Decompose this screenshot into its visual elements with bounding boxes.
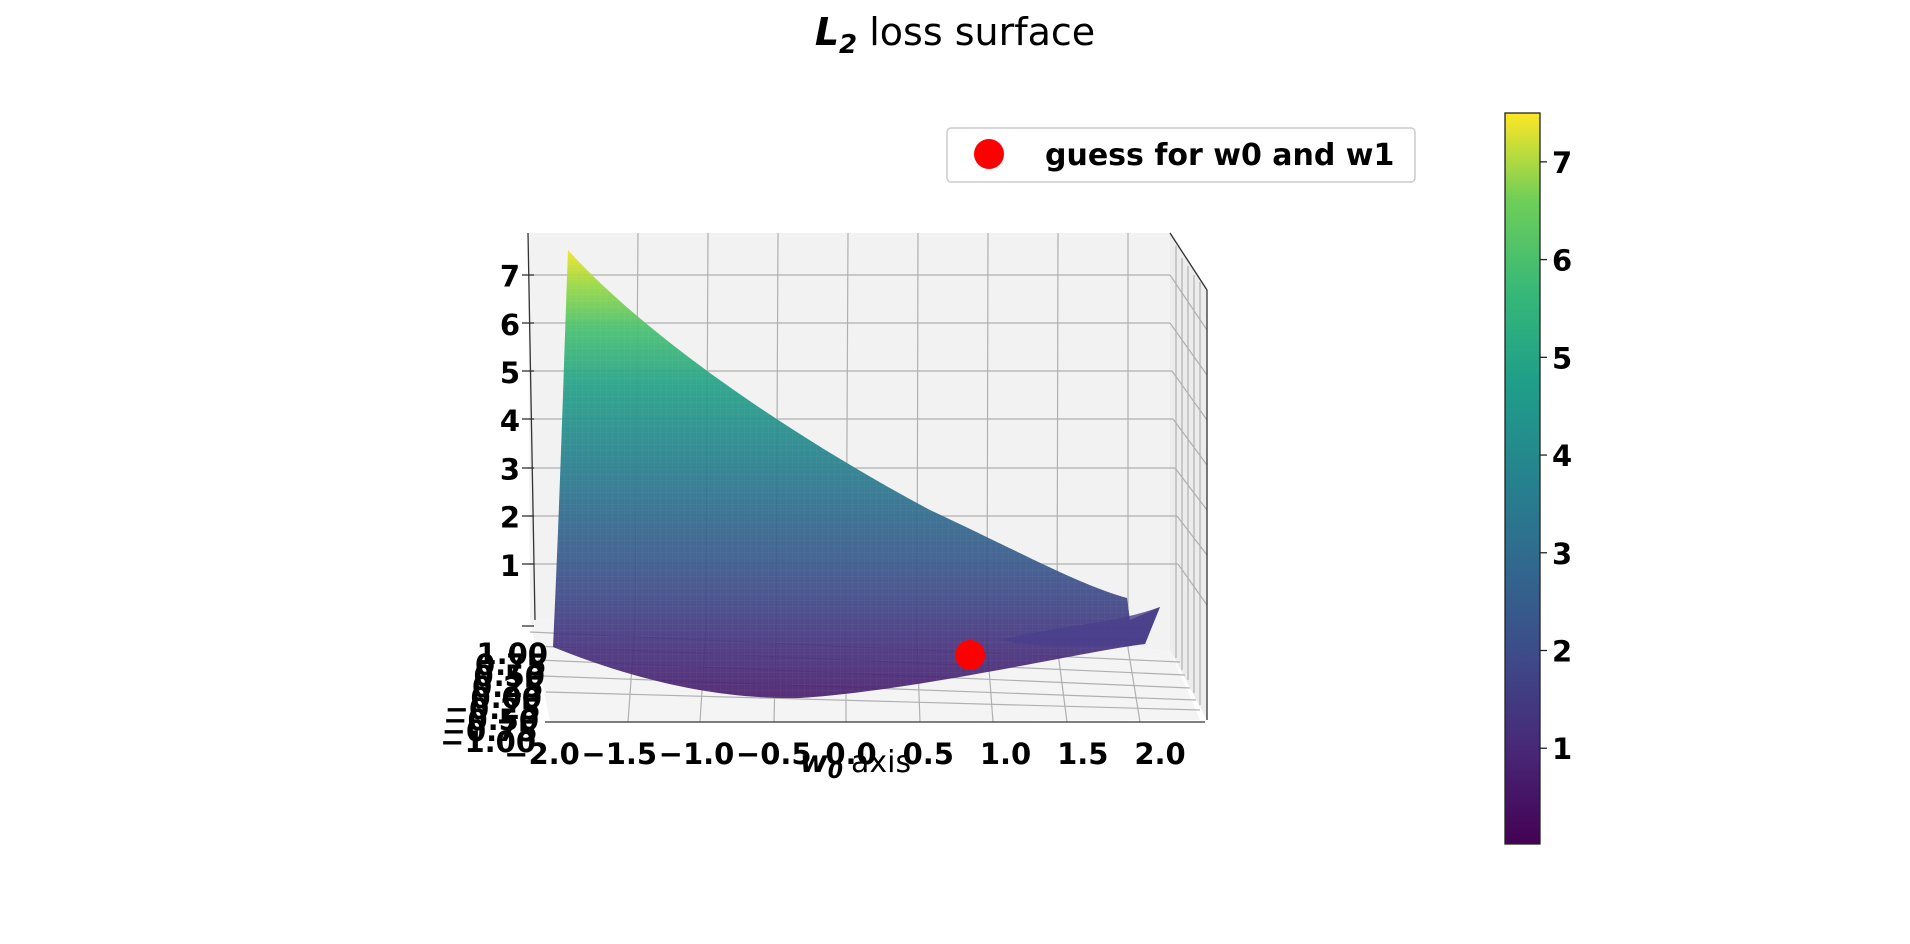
x-tick-label: 0.5 bbox=[903, 737, 954, 771]
x-tick-label: −2.0 bbox=[504, 737, 580, 771]
z-tick-marks bbox=[522, 274, 534, 627]
x-tick-label: 1.0 bbox=[980, 737, 1031, 771]
y-tick-label: −1.00 bbox=[440, 725, 536, 759]
axes-frame bbox=[527, 232, 1208, 723]
y-tick-label: −0.50 bbox=[443, 703, 539, 737]
title-symbol: L bbox=[814, 10, 840, 54]
legend-marker bbox=[974, 139, 1004, 169]
y-tick-label: 0.25 bbox=[472, 670, 544, 704]
colorbar-tick-label: 7 bbox=[1552, 146, 1572, 180]
colorbar-tick-label: 3 bbox=[1552, 537, 1572, 571]
x-tick-label: −1.0 bbox=[659, 737, 735, 771]
x-tick-label: −0.5 bbox=[736, 737, 812, 771]
x-tick-labels: −2.0 −1.5 −1.0 −0.5 0.0 0.5 1.0 1.5 2.0 bbox=[504, 737, 1186, 771]
z-tick-label: 5 bbox=[500, 356, 520, 390]
x-tick-label: 2.0 bbox=[1134, 737, 1185, 771]
colorbar-gradient bbox=[1504, 112, 1541, 845]
surface-fold bbox=[1000, 607, 1160, 647]
y-tick-label: 0.75 bbox=[475, 648, 547, 682]
x-axis-label-text: axis bbox=[851, 745, 911, 780]
x-axis-label-subscript: 0 bbox=[828, 759, 843, 784]
y-tick-labels: −1.00−0.75−0.50−0.250.000.250.500.751.00 bbox=[440, 637, 548, 759]
title-text: loss surface bbox=[869, 10, 1096, 54]
y-tick-label: 0.50 bbox=[473, 659, 545, 693]
colorbar: 1 2 3 4 5 6 7 bbox=[1504, 112, 1572, 845]
legend-box bbox=[946, 127, 1416, 183]
z-tick-label: 3 bbox=[500, 452, 520, 486]
colorbar-tick-label: 2 bbox=[1552, 635, 1572, 669]
x-tick-label: 1.5 bbox=[1057, 737, 1108, 771]
x-axis-label: w0 axis bbox=[800, 745, 911, 784]
title-subscript: 2 bbox=[839, 30, 858, 60]
z-tick-label: 2 bbox=[500, 501, 520, 535]
guess-marker bbox=[955, 640, 985, 670]
colorbar-tick-label: 6 bbox=[1552, 244, 1572, 278]
z-tick-label: 6 bbox=[500, 308, 520, 342]
y-tick-label: 0.00 bbox=[470, 681, 542, 715]
z-tick-label: 7 bbox=[500, 260, 520, 294]
z-tick-labels: 1 2 3 4 5 6 7 bbox=[500, 260, 520, 583]
chart-title: L2 loss surface bbox=[0, 10, 1910, 60]
x-axis-label-symbol: w bbox=[800, 745, 828, 780]
y-tick-label: 1.00 bbox=[476, 637, 548, 671]
y-tick-label: −0.75 bbox=[442, 714, 538, 748]
loss-surface-mesh bbox=[553, 250, 1160, 699]
z-tick-label: 1 bbox=[500, 549, 520, 583]
legend-label: guess for w0 and w1 bbox=[1045, 138, 1394, 173]
colorbar-tick-label: 1 bbox=[1552, 732, 1572, 766]
y-tick-label: −0.25 bbox=[445, 692, 541, 726]
legend: guess for w0 and w1 bbox=[946, 127, 1416, 183]
z-tick-label: 4 bbox=[500, 404, 520, 438]
colorbar-tick-labels: 1 2 3 4 5 6 7 bbox=[1540, 146, 1572, 766]
colorbar-tick-label: 4 bbox=[1552, 439, 1572, 473]
x-tick-label: 0.0 bbox=[825, 737, 876, 771]
colorbar-tick-label: 5 bbox=[1552, 341, 1572, 375]
x-tick-label: −1.5 bbox=[581, 737, 657, 771]
